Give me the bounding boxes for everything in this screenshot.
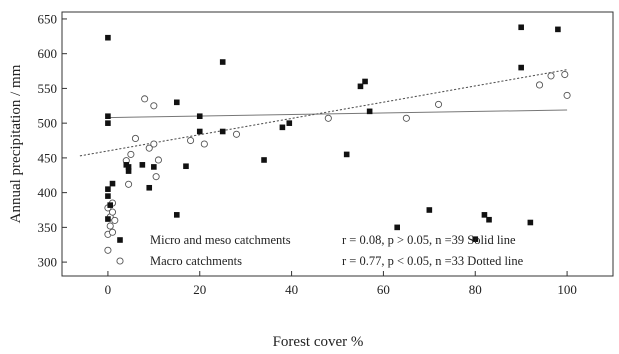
x-tick-label: 80 [469, 282, 482, 297]
micro-meso-point [105, 186, 111, 192]
y-axis-title: Annual precipitation / mm [8, 64, 24, 223]
micro-meso-point [125, 164, 132, 170]
micro-meso-point [219, 128, 226, 135]
micro-meso-point [151, 164, 157, 170]
micro-meso-point [518, 24, 524, 31]
trend-lines [79, 69, 568, 157]
y-tick-label: 550 [38, 81, 58, 96]
micro-meso-point [527, 219, 534, 226]
micro-meso-point [357, 83, 364, 90]
macro-point [563, 91, 571, 99]
micro-meso-point [196, 113, 203, 120]
micro-meso-point [183, 163, 189, 170]
macro-point [141, 95, 149, 103]
micro-meso-point [173, 212, 180, 218]
macro-point [131, 134, 140, 142]
micro-meso-point [426, 207, 433, 213]
x-tick-label: 40 [285, 282, 298, 297]
micro-meso-point [481, 212, 488, 218]
micro-meso-point [139, 162, 146, 168]
macro-point [145, 144, 153, 152]
y-tick-label: 650 [38, 11, 58, 26]
x-tick-label: 100 [557, 282, 577, 297]
macro-point [154, 156, 162, 164]
macro-point [150, 140, 158, 148]
macro-point [108, 228, 117, 236]
y-tick-label: 300 [38, 255, 58, 270]
macro-point [187, 136, 195, 145]
micro-meso-point [109, 180, 116, 187]
y-tick-label: 350 [38, 220, 58, 235]
micro-meso-point [394, 224, 400, 231]
legend-series-name: Macro catchments [150, 254, 242, 268]
micro-meso-point [219, 59, 226, 65]
x-axis-title: Forest cover % [273, 334, 364, 350]
macro-point [106, 222, 114, 230]
micro-meso-point [196, 128, 203, 135]
macro-point [150, 102, 158, 110]
legend-marker-2 [116, 257, 124, 265]
micro-meso-point [261, 157, 267, 163]
legend: Micro and meso catchments r = 0.08, p > 0… [116, 233, 524, 268]
data-points [104, 24, 571, 254]
macro-point [232, 130, 241, 138]
macro-point [200, 140, 208, 148]
micro-meso-point [105, 193, 111, 199]
macro-point [104, 246, 112, 254]
macro-point [111, 216, 119, 224]
macro-point [434, 100, 443, 108]
micro-meso-point [105, 34, 111, 41]
micro-meso-point [472, 236, 479, 242]
legend-marker-1 [117, 237, 123, 243]
micro-meso-point [362, 78, 368, 85]
macro-point [152, 173, 160, 181]
legend-series-stats: r = 0.77, p < 0.05, n =33 Dotted line [342, 254, 524, 268]
macro-point [402, 114, 410, 122]
micro-meso-point [486, 216, 492, 223]
x-axis: 0 20 40 60 80 100 [105, 271, 577, 297]
plot-frame [61, 11, 614, 277]
trend-line-solid [107, 109, 568, 119]
micro-meso-point [105, 113, 111, 120]
macro-point [535, 81, 544, 89]
micro-meso-point [286, 120, 293, 126]
micro-meso-point [555, 26, 561, 33]
micro-meso-point [146, 184, 153, 191]
macro-point [125, 180, 133, 188]
y-tick-label: 450 [38, 150, 58, 165]
macro-point [547, 72, 555, 80]
macro-point [127, 150, 135, 158]
x-tick-label: 20 [193, 282, 206, 297]
micro-meso-point [173, 99, 180, 106]
macro-point [561, 70, 569, 79]
micro-meso-point [105, 120, 111, 126]
micro-meso-point [518, 64, 524, 71]
x-tick-label: 0 [105, 282, 112, 297]
y-tick-label: 500 [38, 116, 58, 131]
y-tick-label: 400 [38, 185, 58, 200]
legend-series-name: Micro and meso catchments [150, 233, 291, 247]
y-axis: 300 350 400 450 500 550 600 650 [38, 11, 67, 270]
micro-meso-point [107, 202, 114, 208]
micro-meso-point [125, 168, 132, 174]
x-tick-label: 60 [377, 282, 390, 297]
trend-line-dotted [79, 69, 568, 157]
micro-meso-point [105, 216, 111, 222]
micro-meso-point [279, 124, 286, 131]
y-tick-label: 600 [38, 46, 58, 61]
micro-meso-point [366, 108, 373, 115]
micro-meso-point [343, 151, 350, 158]
macro-point [108, 208, 117, 216]
macro-point [324, 114, 332, 122]
legend-series-stats: r = 0.08, p > 0.05, n =39 Solid line [342, 233, 516, 247]
